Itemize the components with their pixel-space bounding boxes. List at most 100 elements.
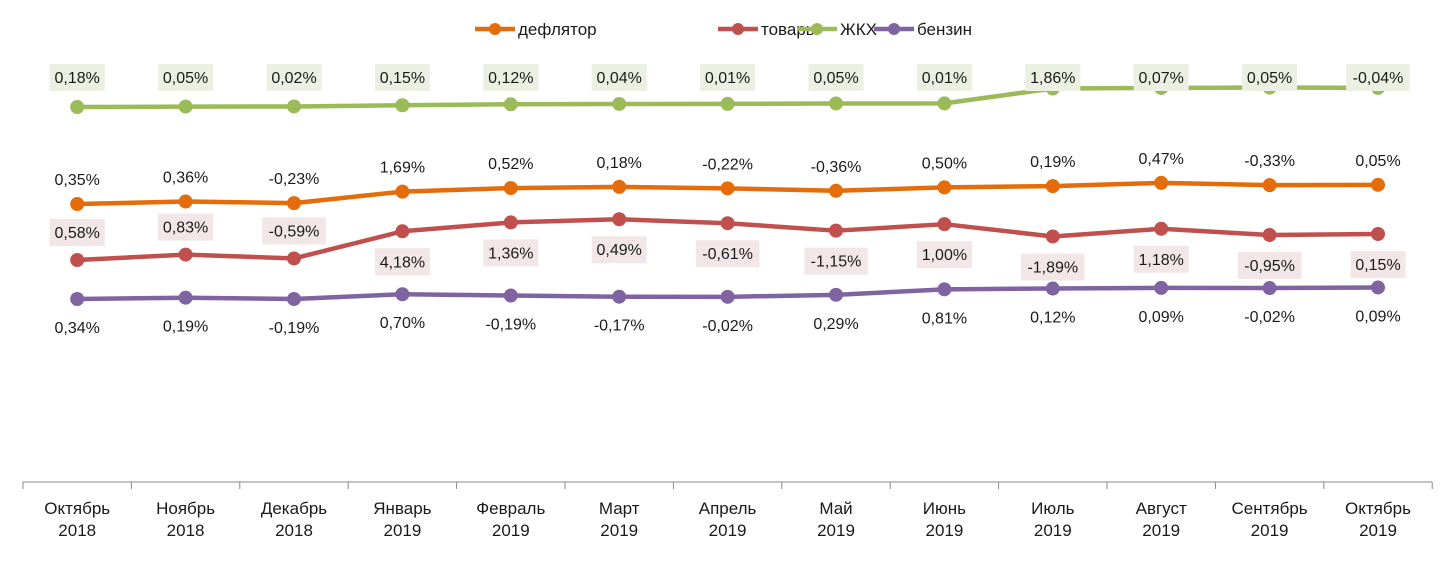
data-label: 0,52% [488,156,533,173]
data-point [829,96,843,111]
data-label: 0,83% [163,220,208,237]
series-3: 0,18% 0,05% 0,02% 0,15% 0,12% 0,04% 0,01% 0,05%… [49,64,1410,114]
data-label-background [374,248,430,276]
data-label: 1,18% [1139,252,1184,269]
data-label-background [483,239,539,267]
data-point [395,184,410,199]
data-label-background [695,240,760,268]
data-label: 0,35% [55,172,100,189]
data-label: 1,00% [922,247,967,264]
data-label: 0,81% [922,310,967,327]
x-tick-label: Июль [1031,499,1075,518]
data-label-background [374,64,430,91]
data-point [70,197,85,211]
data-label: 1,69% [380,160,425,177]
data-point [178,99,193,114]
data-label-background [916,64,972,91]
legend: дефлятор товары ЖКХ бензин [475,20,972,39]
x-tick-label: Март [599,499,640,518]
data-point [1045,179,1060,194]
data-label: 0,05% [1355,153,1400,170]
data-label: -0,02% [1244,309,1295,326]
data-point [503,181,518,196]
x-tick-label: 2019 [383,521,421,540]
data-label: 0,12% [488,70,533,87]
data-point [395,287,410,302]
data-label-background [808,64,864,91]
data-label: 0,58% [55,225,100,242]
data-point [829,223,843,238]
series-4: 0,34% 0,19% -0,19% 0,70% -0,19% -0,17% -0,02% 0… [55,280,1401,337]
data-point [612,96,627,111]
data-label-background [1021,253,1085,281]
data-point [937,217,952,232]
legend-marker [732,23,744,35]
data-label: 0,15% [380,70,425,87]
data-label: 0,15% [1355,257,1400,274]
x-tick-label: Октябрь [1345,499,1411,518]
data-point [1262,281,1277,296]
data-label: -0,19% [269,320,320,337]
data-point [612,212,627,227]
legend-item: ЖКХ [797,20,877,39]
x-tick-label: 2019 [1251,521,1289,540]
data-label-background [1133,64,1189,91]
data-point [1045,229,1060,244]
data-label: -1,89% [1027,259,1078,276]
data-label: 0,47% [1139,151,1184,168]
x-tick-label: 2019 [1142,521,1180,540]
data-label: 0,05% [813,70,858,87]
data-point [1262,227,1277,242]
data-point [829,183,843,198]
data-label-background [1237,251,1302,279]
data-point [503,288,518,303]
data-label-background [591,64,647,91]
x-tick-label: Апрель [699,499,757,518]
legend-marker [888,23,900,35]
data-label: 0,19% [163,319,208,336]
data-point [395,98,410,113]
x-tick-label: 2019 [600,521,638,540]
data-label: 0,07% [1139,70,1184,87]
data-point [937,180,952,195]
data-point [70,253,85,267]
data-label-background [1346,64,1410,91]
data-label-background [158,64,214,91]
data-point [287,251,301,266]
legend-label: ЖКХ [840,20,877,39]
data-label: -0,33% [1244,153,1295,170]
data-label: -0,36% [811,159,862,176]
data-label: 0,18% [55,70,100,87]
x-tick-label: Сентябрь [1232,499,1308,518]
data-label: 0,36% [163,170,208,187]
data-point [937,96,952,111]
legend-label: дефлятор [518,20,597,39]
legend-label: бензин [917,20,972,39]
x-tick-label: 2019 [925,521,963,540]
x-tick-label: Ноябрь [156,499,215,518]
data-label-background [49,219,105,246]
data-label: 0,49% [597,242,642,259]
data-point [612,289,627,304]
data-point [178,290,193,305]
data-label: 0,05% [163,70,208,87]
data-label-background [483,64,539,91]
data-label: -0,59% [269,223,320,240]
data-label: 4,18% [380,254,425,271]
data-label-background [591,236,647,264]
legend-label: товары [761,20,818,39]
data-label-background [49,64,105,91]
data-point [1154,280,1169,295]
data-label-background [266,64,322,91]
x-tick-label: 2019 [1359,521,1397,540]
data-label: 0,04% [597,70,642,87]
x-tick-label: 2018 [58,521,96,540]
data-label-background [1350,251,1406,278]
data-point [1371,177,1385,192]
legend-marker [489,23,501,35]
data-point [612,179,627,194]
data-label: -0,04% [1353,70,1404,87]
data-point [70,100,85,114]
data-label: -0,22% [702,156,753,173]
data-point [1154,221,1169,236]
